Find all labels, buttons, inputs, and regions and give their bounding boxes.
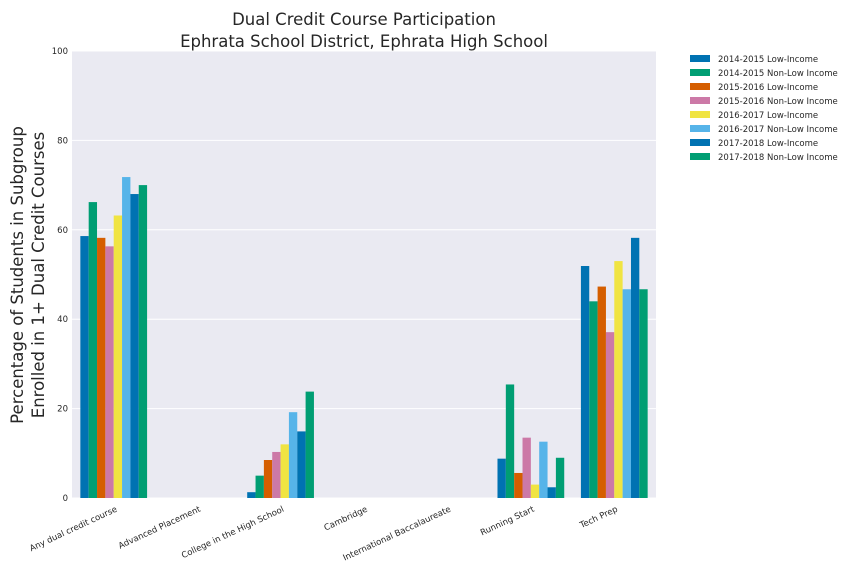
legend-swatch — [690, 83, 710, 90]
y-axis-label-line2: Enrolled in 1+ Dual Credit Courses — [29, 132, 48, 418]
legend-swatch — [690, 97, 710, 104]
legend-label: 2015-2016 Low-Income — [718, 83, 818, 93]
bar — [497, 458, 506, 498]
legend-label: 2015-2016 Non-Low Income — [718, 97, 838, 107]
bar — [138, 185, 148, 498]
bar — [113, 215, 123, 498]
bar — [297, 431, 306, 498]
y-tick-label: 40 — [57, 315, 68, 325]
legend-label: 2014-2015 Low-Income — [718, 55, 818, 65]
bar — [622, 289, 631, 498]
y-axis-label-line1: Percentage of Students in Subgroup — [8, 126, 27, 424]
x-tick-label: Advanced Placement — [117, 504, 203, 551]
bar — [247, 492, 256, 498]
legend-label: 2017-2018 Low-Income — [718, 139, 818, 149]
legend-label: 2017-2018 Non-Low Income — [718, 153, 838, 163]
legend-label: 2016-2017 Low-Income — [718, 111, 818, 121]
legend-label: 2016-2017 Non-Low Income — [718, 125, 838, 135]
bar — [580, 266, 590, 498]
y-axis-ticks: 0 20 40 60 80 100 — [52, 47, 68, 504]
bar — [614, 261, 623, 498]
bar — [530, 484, 540, 498]
y-tick-label: 100 — [52, 47, 68, 57]
bar — [589, 301, 598, 498]
bar — [255, 475, 264, 498]
legend-swatch — [690, 111, 710, 118]
bar — [80, 236, 89, 499]
y-tick-label: 0 — [63, 494, 68, 504]
legend-swatch — [690, 139, 710, 146]
y-tick-label: 20 — [57, 405, 68, 415]
bar — [130, 194, 139, 499]
bar — [305, 391, 314, 498]
bar — [263, 460, 273, 498]
bar — [272, 451, 281, 498]
bar — [605, 332, 615, 498]
x-tick-label: Cambridge — [323, 505, 370, 534]
legend-swatch — [690, 125, 710, 132]
bar — [105, 246, 114, 498]
bar — [505, 384, 515, 498]
bar — [97, 237, 106, 498]
bar — [514, 472, 523, 498]
bar — [630, 237, 640, 498]
y-tick-label: 80 — [57, 136, 68, 146]
x-tick-label: Running Start — [479, 504, 537, 538]
bar — [522, 437, 531, 498]
bar — [639, 289, 648, 498]
bar — [547, 487, 556, 498]
legend-swatch — [690, 69, 710, 76]
legend-swatch — [690, 153, 710, 160]
chart-title: Dual Credit Course Participation — [232, 10, 496, 29]
bar — [555, 457, 565, 498]
bar — [597, 286, 606, 498]
bar — [288, 412, 298, 498]
bar — [539, 441, 548, 498]
bar — [122, 177, 131, 498]
x-tick-label: Tech Prep — [578, 505, 620, 532]
chart-subtitle: Ephrata School District, Ephrata High Sc… — [180, 32, 548, 51]
legend: 2014-2015 Low-Income 2014-2015 Non-Low In… — [690, 55, 838, 163]
legend-swatch — [690, 55, 710, 62]
legend-label: 2014-2015 Non-Low Income — [718, 69, 838, 79]
y-tick-label: 60 — [57, 226, 68, 236]
bar — [88, 202, 98, 498]
bar — [280, 444, 289, 498]
bars — [80, 177, 648, 499]
plot-area — [72, 51, 656, 498]
x-tick-label: Any dual credit course — [28, 505, 119, 554]
